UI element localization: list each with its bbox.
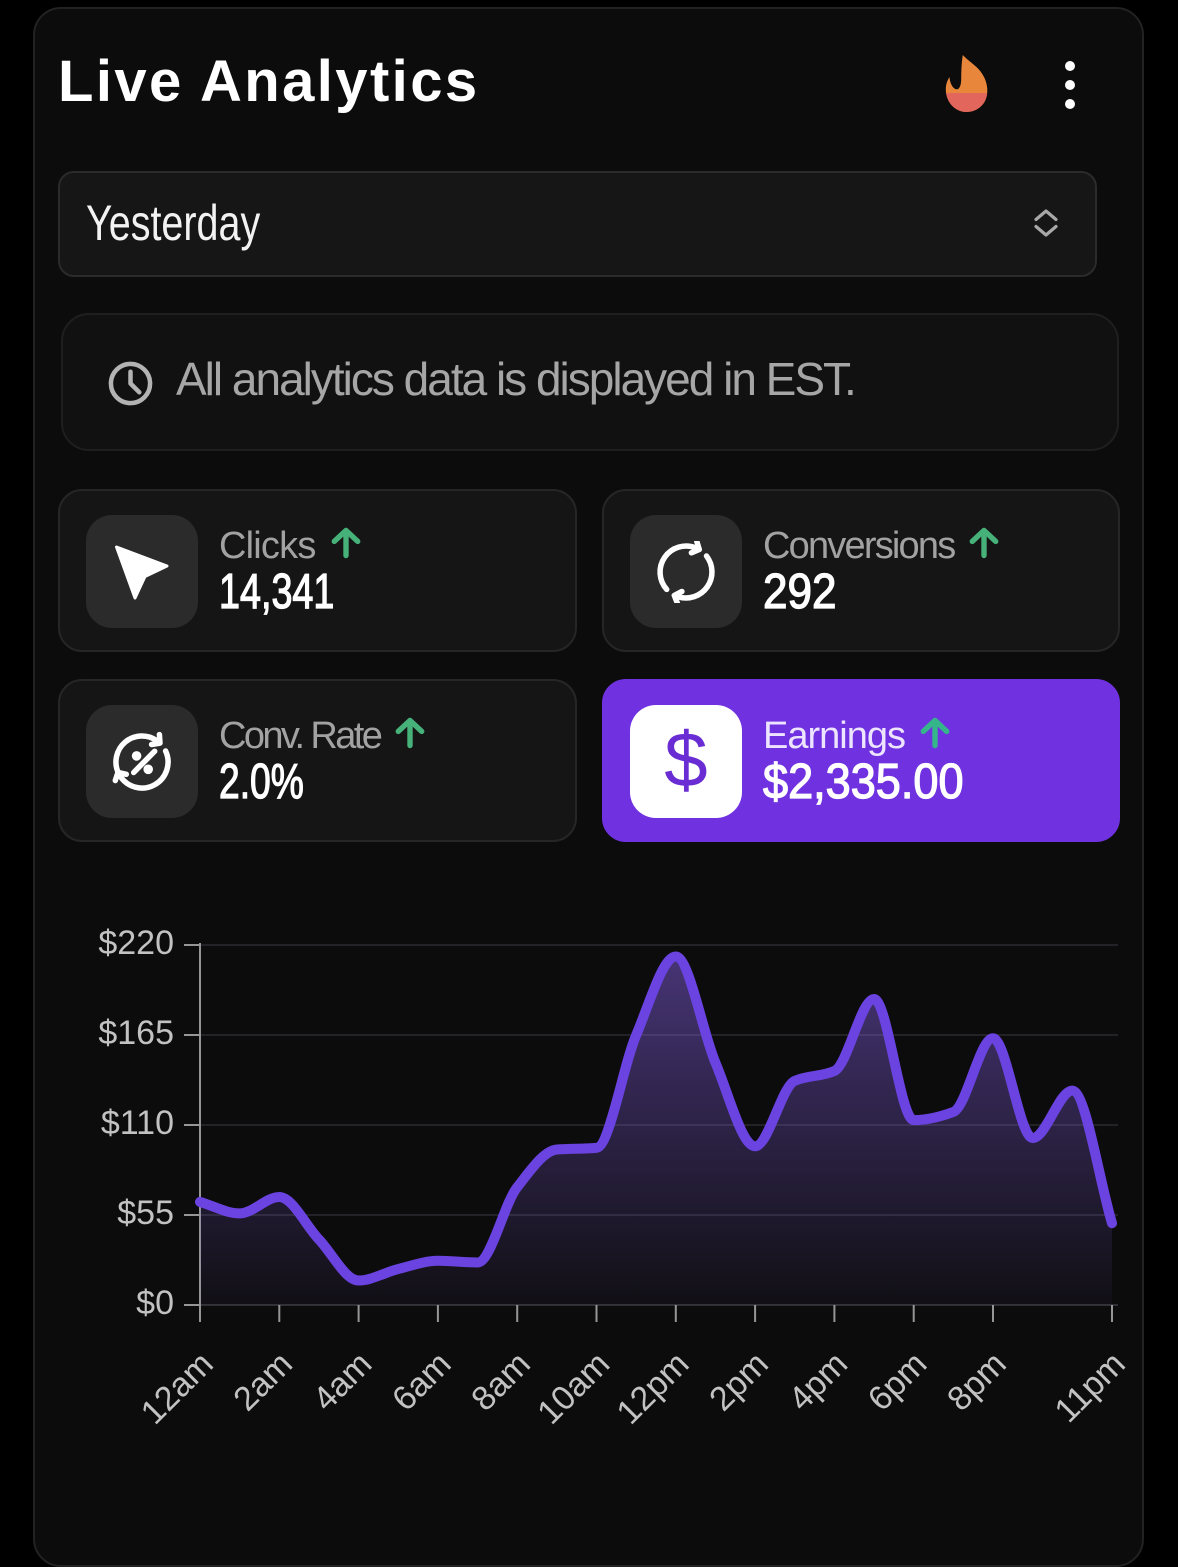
svg-text:10am: 10am [530, 1345, 617, 1432]
svg-text:12am: 12am [134, 1345, 221, 1432]
svg-text:6am: 6am [385, 1345, 459, 1419]
svg-text:8pm: 8pm [940, 1345, 1014, 1419]
svg-text:6pm: 6pm [861, 1345, 935, 1419]
svg-text:2am: 2am [226, 1345, 300, 1419]
svg-text:$0: $0 [136, 1284, 174, 1322]
svg-text:$220: $220 [98, 924, 174, 962]
svg-text:2pm: 2pm [702, 1345, 776, 1419]
svg-text:12pm: 12pm [609, 1345, 696, 1432]
svg-text:$110: $110 [101, 1104, 174, 1142]
svg-text:4pm: 4pm [781, 1345, 855, 1419]
svg-text:11pm: 11pm [1047, 1345, 1132, 1430]
svg-text:4am: 4am [306, 1345, 380, 1419]
svg-text:$165: $165 [98, 1014, 174, 1052]
svg-text:$55: $55 [117, 1194, 174, 1232]
svg-text:8am: 8am [464, 1345, 538, 1419]
